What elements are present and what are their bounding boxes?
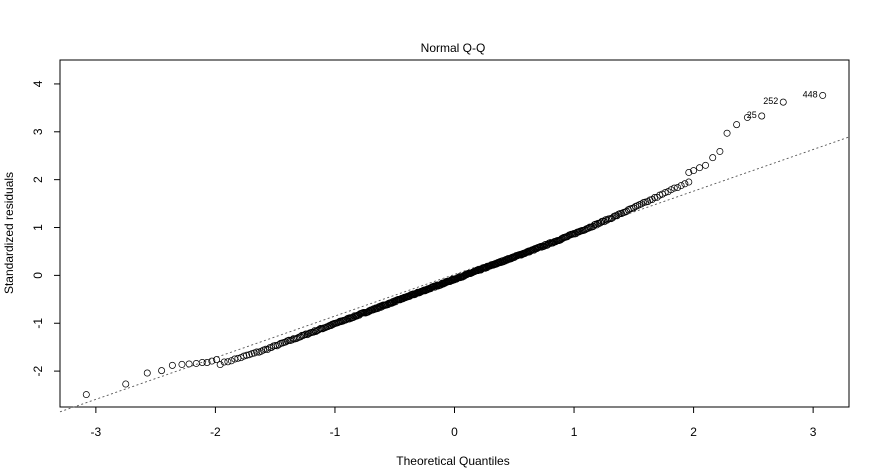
data-point <box>709 154 717 162</box>
point-label: 448 <box>803 89 818 99</box>
data-point <box>653 193 661 201</box>
data-point <box>220 358 228 366</box>
data-point <box>122 380 130 388</box>
x-tick-label: -3 <box>91 425 102 439</box>
data-point <box>685 178 693 186</box>
data-point <box>243 351 251 359</box>
data-point <box>273 342 281 350</box>
data-point <box>618 210 626 218</box>
data-point <box>168 361 176 369</box>
data-point <box>264 345 272 353</box>
data-point <box>623 207 631 215</box>
x-axis-title: Theoretical Quantiles <box>396 454 509 468</box>
y-tick-label: -1 <box>31 318 45 329</box>
data-point <box>301 331 309 339</box>
data-point <box>670 184 678 192</box>
data-point <box>203 359 211 366</box>
x-axis: -3 -2 -1 0 1 2 3 <box>91 406 817 439</box>
data-point <box>648 195 656 203</box>
data-point <box>240 352 248 360</box>
data-point <box>253 348 261 356</box>
point-label: 252 <box>763 96 778 106</box>
data-point <box>758 112 766 120</box>
data-point <box>198 359 206 366</box>
y-tick-label: 3 <box>31 128 45 135</box>
data-point <box>374 304 382 312</box>
data-point <box>346 314 354 322</box>
data-point <box>569 230 577 238</box>
data-point <box>733 121 741 129</box>
x-tick-label: -1 <box>330 425 341 439</box>
point-label: 25 <box>747 110 757 120</box>
data-point <box>453 275 461 283</box>
data-point <box>178 360 186 368</box>
x-tick-label: 1 <box>571 425 578 439</box>
y-tick-label: -2 <box>31 365 45 376</box>
data-point <box>674 184 682 192</box>
data-point <box>262 345 270 353</box>
data-point <box>716 147 724 155</box>
data-point <box>702 161 710 169</box>
data-point <box>227 357 235 365</box>
data-point <box>570 229 578 237</box>
data-point <box>82 391 90 399</box>
point-labels-layer: 448 252 25 <box>747 89 818 120</box>
data-point <box>677 182 685 190</box>
data-point <box>523 248 531 256</box>
y-axis-title: Standardized residuals <box>2 172 16 294</box>
data-point <box>616 210 624 218</box>
data-point <box>743 113 751 121</box>
data-point <box>644 198 652 206</box>
y-tick-label: 2 <box>31 176 45 183</box>
data-point <box>595 219 603 227</box>
points-layer <box>82 91 827 399</box>
y-axis: -2 -1 0 1 2 3 4 <box>31 80 61 376</box>
data-point <box>661 189 669 197</box>
data-point <box>667 186 675 194</box>
y-tick-label: 1 <box>31 224 45 231</box>
data-point <box>819 91 827 99</box>
x-tick-label: 3 <box>810 425 817 439</box>
data-point <box>723 129 731 137</box>
data-point <box>216 361 224 369</box>
data-point <box>681 180 689 188</box>
data-point <box>224 358 232 366</box>
x-tick-label: -2 <box>210 425 221 439</box>
data-point <box>630 204 638 212</box>
data-point <box>690 167 698 175</box>
data-point <box>487 262 495 270</box>
data-point <box>589 223 597 230</box>
data-point <box>213 356 221 364</box>
x-tick-label: 2 <box>690 425 697 439</box>
data-point <box>590 221 598 229</box>
data-point <box>302 330 310 338</box>
y-tick-label: 0 <box>31 272 45 279</box>
data-point <box>185 360 193 368</box>
chart-title: Normal Q-Q <box>421 41 486 55</box>
data-point <box>158 367 166 375</box>
data-point <box>544 241 552 249</box>
y-tick-label: 4 <box>31 80 45 87</box>
data-point <box>234 354 242 362</box>
data-point <box>779 98 787 106</box>
x-tick-label: 0 <box>451 425 458 439</box>
data-point <box>208 357 216 365</box>
data-point <box>143 369 151 377</box>
data-point <box>498 257 506 265</box>
data-point <box>282 338 290 346</box>
data-point <box>637 200 645 208</box>
data-point <box>696 164 704 172</box>
data-point <box>685 169 693 176</box>
